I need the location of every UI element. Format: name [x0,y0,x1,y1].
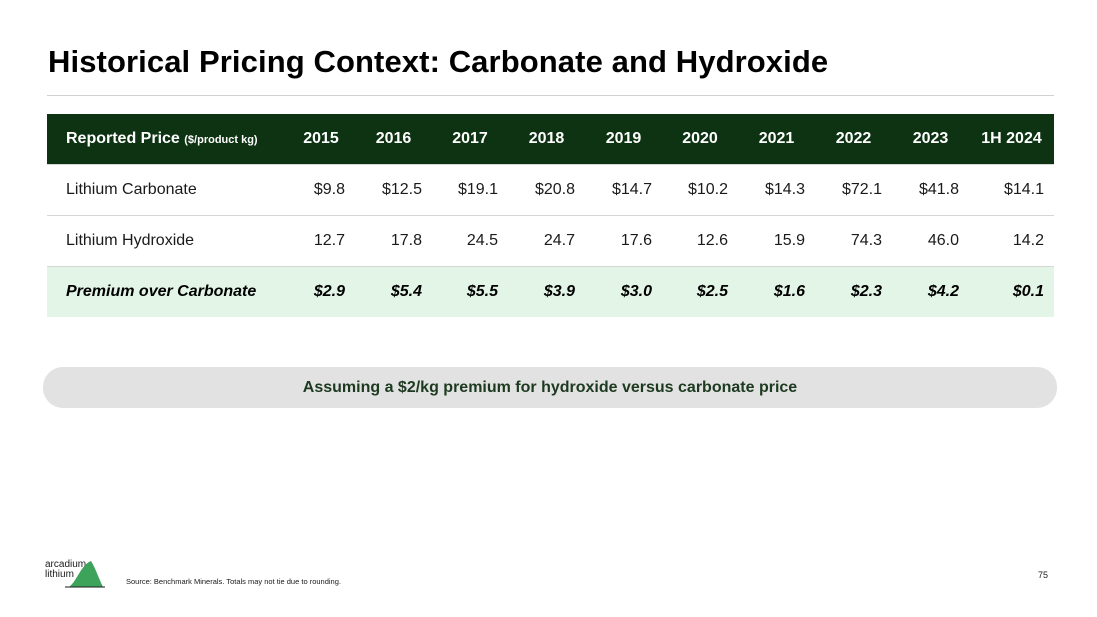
header-year: 2021 [758,129,795,147]
row-label: Lithium Carbonate [66,180,197,198]
company-logo: arcadium lithium [45,559,107,589]
table-cell: 15.9 [773,231,805,249]
table-row-lithium-hydroxide: Lithium Hydroxide 12.7 17.8 24.5 24.7 17… [47,215,1054,266]
table-cell: $41.8 [918,180,959,198]
header-unit: ($/product kg) [184,133,258,146]
table-cell: $2.3 [850,282,882,300]
header-year: 2023 [912,129,949,147]
row-label: Lithium Hydroxide [66,231,195,249]
table-cell: $14.3 [764,180,805,198]
header-year: 2022 [835,129,872,147]
header-year: 2018 [528,129,565,147]
logo-text-line1: arcadium [45,559,87,570]
table-cell: 17.6 [620,231,652,249]
table-row-lithium-carbonate: Lithium Carbonate $9.8 $12.5 $19.1 $20.8… [47,164,1054,215]
pricing-table: Reported Price ($/product kg) 2015 2016 … [47,114,1054,317]
table-cell: $2.5 [696,282,728,300]
table-cell: 46.0 [927,231,959,249]
assumption-banner: Assuming a $2/kg premium for hydroxide v… [43,367,1057,408]
table-cell: 74.3 [850,231,882,249]
table-cell: $19.1 [457,180,498,198]
table-cell: 24.5 [466,231,498,249]
table-row-premium: Premium over Carbonate $2.9 $5.4 $5.5 $3… [47,266,1054,317]
table-cell: $14.1 [1003,180,1044,198]
header-year: 2016 [375,129,412,147]
table-cell: $14.7 [611,180,652,198]
table-cell: 17.8 [390,231,422,249]
table-cell: $5.5 [466,282,498,300]
table-cell: 12.7 [313,231,345,249]
slide-title: Historical Pricing Context: Carbonate an… [48,44,829,79]
source-note: Source: Benchmark Minerals. Totals may n… [126,577,341,586]
table-cell: $20.8 [534,180,575,198]
table-cell: $5.4 [390,282,422,300]
table-cell: 12.6 [696,231,728,249]
page-number: 75 [1038,570,1049,580]
table-cell: $1.6 [773,282,805,300]
table-cell: $3.0 [620,282,652,300]
header-year: 1H 2024 [981,129,1042,147]
table-cell: $12.5 [381,180,422,198]
logo-text: arcadium lithium [45,560,86,580]
header-reported-price: Reported Price ($/product kg) [47,114,287,164]
table-header-row: Reported Price ($/product kg) 2015 2016 … [47,114,1054,164]
header-year: 2019 [605,129,642,147]
table-cell: $2.9 [313,282,345,300]
table-cell: $72.1 [841,180,882,198]
table-cell: $0.1 [1012,282,1044,300]
title-divider [47,95,1054,96]
header-year: 2020 [682,129,718,147]
header-year: 2015 [303,129,339,147]
table-cell: $10.2 [687,180,728,198]
table-cell: $3.9 [543,282,575,300]
header-label: Reported Price [66,129,180,147]
table-cell: $4.2 [927,282,959,300]
row-label: Premium over Carbonate [66,282,257,300]
table-cell: $9.8 [313,180,345,198]
table-cell: 14.2 [1012,231,1044,249]
header-year: 2017 [452,129,488,147]
logo-text-line2: lithium [45,569,74,580]
logo-mountain-icon [65,561,105,588]
table-cell: 24.7 [543,231,575,249]
